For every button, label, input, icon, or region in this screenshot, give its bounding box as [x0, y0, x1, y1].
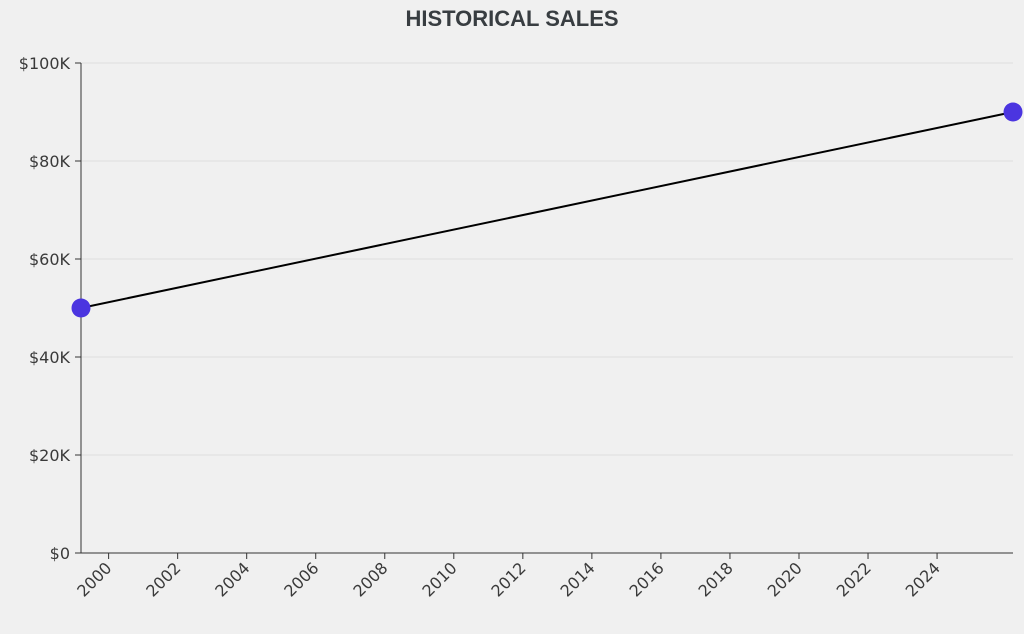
- y-tick-label: $80K: [29, 152, 71, 171]
- x-tick-label: 2018: [695, 558, 737, 600]
- x-tick-label: 2000: [73, 558, 115, 600]
- y-tick-label: $40K: [29, 348, 71, 367]
- y-tick-label: $60K: [29, 250, 71, 269]
- gridlines: [81, 62, 1013, 456]
- x-tick-label: 2016: [626, 558, 668, 600]
- axes: $0 $20K $40K $60K $80K $100K 2000 2002 2004 2006 2…: [19, 54, 1013, 601]
- x-tick-label: 2012: [487, 558, 529, 600]
- x-tick-label: 2014: [556, 558, 598, 600]
- x-tick-label: 2008: [349, 558, 391, 600]
- x-tick-label: 2024: [902, 558, 944, 600]
- x-tick-label: 2004: [211, 558, 253, 600]
- data-point[interactable]: [1003, 102, 1023, 122]
- x-tick-label: 2022: [833, 558, 875, 600]
- x-tick-label: 2020: [764, 558, 806, 600]
- x-tick-label: 2002: [142, 558, 184, 600]
- series-line: [80, 111, 1014, 309]
- y-tick-label: $0: [50, 544, 70, 563]
- x-tick-label: 2006: [280, 558, 322, 600]
- y-tick-label: $20K: [29, 446, 71, 465]
- series-layer: [71, 102, 1023, 318]
- y-tick-label: $100K: [19, 54, 71, 73]
- data-point[interactable]: [71, 298, 91, 318]
- x-tick-label: 2010: [418, 558, 460, 600]
- chart-title: HISTORICAL SALES: [405, 6, 618, 31]
